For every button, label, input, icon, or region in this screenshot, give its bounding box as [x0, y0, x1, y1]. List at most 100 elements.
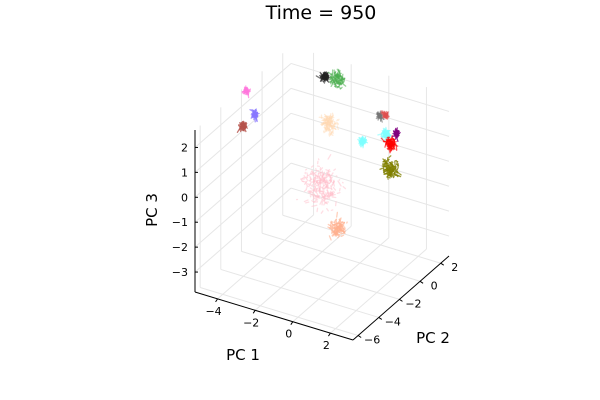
point-trace [311, 204, 318, 207]
point-trace [377, 116, 381, 121]
y-tick-mark [399, 298, 403, 302]
point-trace [331, 123, 336, 127]
point-trace [385, 169, 388, 173]
point-trace [309, 175, 312, 181]
point-trace [325, 173, 328, 179]
z-tick-label: −2 [172, 241, 188, 254]
point-trace [314, 197, 319, 201]
point-trace [325, 169, 330, 172]
point-trace [391, 167, 394, 171]
y-tick-label: 0 [431, 279, 438, 292]
point-trace [383, 168, 388, 171]
point-trace [363, 136, 367, 141]
point-trace [328, 192, 334, 197]
point-trace [338, 69, 341, 74]
point-trace [337, 86, 342, 89]
point-trace [330, 220, 334, 223]
point-trace [319, 199, 323, 205]
cluster [327, 68, 347, 90]
point-trace [331, 112, 334, 117]
point-trace [319, 71, 323, 78]
point-trace [390, 171, 395, 179]
grid-line [290, 112, 450, 162]
cluster [318, 112, 340, 137]
point-trace [325, 76, 329, 82]
cluster [379, 155, 402, 180]
point-trace [243, 121, 247, 126]
cluster [249, 108, 260, 123]
point-trace [310, 170, 313, 174]
grid-line [200, 287, 359, 336]
point-trace [331, 181, 334, 184]
point-trace [385, 165, 389, 169]
x-tick-label: 2 [323, 339, 330, 352]
point-trace [386, 164, 390, 167]
point-trace [300, 176, 305, 181]
point-trace [312, 189, 316, 192]
cluster [375, 110, 385, 123]
point-trace [330, 172, 334, 177]
point-trace [333, 77, 336, 82]
point-trace [328, 128, 332, 131]
grid-line [194, 112, 292, 198]
grid-line [290, 137, 450, 187]
point-trace [340, 234, 345, 238]
point-trace [331, 118, 334, 124]
point-trace [334, 83, 337, 87]
y-tick-label: −4 [385, 315, 401, 328]
point-trace [309, 181, 313, 185]
point-trace [394, 169, 398, 174]
point-trace [323, 113, 328, 118]
point-trace [327, 154, 332, 160]
point-trace [341, 222, 345, 226]
point-trace [377, 115, 381, 118]
point-trace [306, 176, 309, 179]
point-trace [393, 132, 397, 135]
point-trace [325, 124, 328, 129]
point-trace [313, 172, 316, 175]
grid-line [194, 162, 292, 248]
point-trace [396, 161, 399, 164]
z-tick-label: −3 [172, 266, 188, 279]
point-trace [336, 121, 339, 125]
point-trace [320, 210, 324, 214]
point-trace [315, 75, 323, 80]
z-tick-label: −1 [172, 216, 188, 229]
cluster [295, 154, 347, 214]
point-trace [340, 75, 344, 80]
point-trace [315, 179, 319, 183]
point-trace [317, 182, 320, 186]
point-trace [339, 86, 343, 90]
point-trace [325, 179, 329, 182]
point-trace [255, 116, 258, 122]
point-trace [336, 222, 339, 225]
point-trace [330, 185, 333, 191]
point-trace [303, 175, 306, 178]
grid-lines [194, 52, 450, 336]
y-tick-label: −6 [364, 333, 380, 346]
point-trace [388, 155, 392, 159]
point-trace [336, 119, 339, 122]
cluster [327, 211, 348, 241]
point-trace [336, 125, 339, 131]
point-trace [382, 159, 390, 163]
axes [194, 130, 450, 341]
point-trace [303, 199, 309, 203]
point-trace [320, 177, 325, 180]
point-trace [386, 134, 389, 138]
point-trace [395, 131, 399, 135]
point-trace [325, 180, 330, 185]
point-trace [338, 187, 341, 192]
point-trace [384, 128, 390, 132]
y-axis-line [352, 255, 450, 341]
cluster [380, 110, 390, 120]
point-trace [323, 71, 328, 75]
point-trace [337, 180, 342, 187]
point-trace [315, 195, 321, 200]
point-trace [306, 172, 309, 176]
cluster [315, 71, 331, 84]
point-trace [332, 186, 337, 191]
point-trace [337, 225, 341, 229]
y-tick-mark [440, 262, 445, 266]
